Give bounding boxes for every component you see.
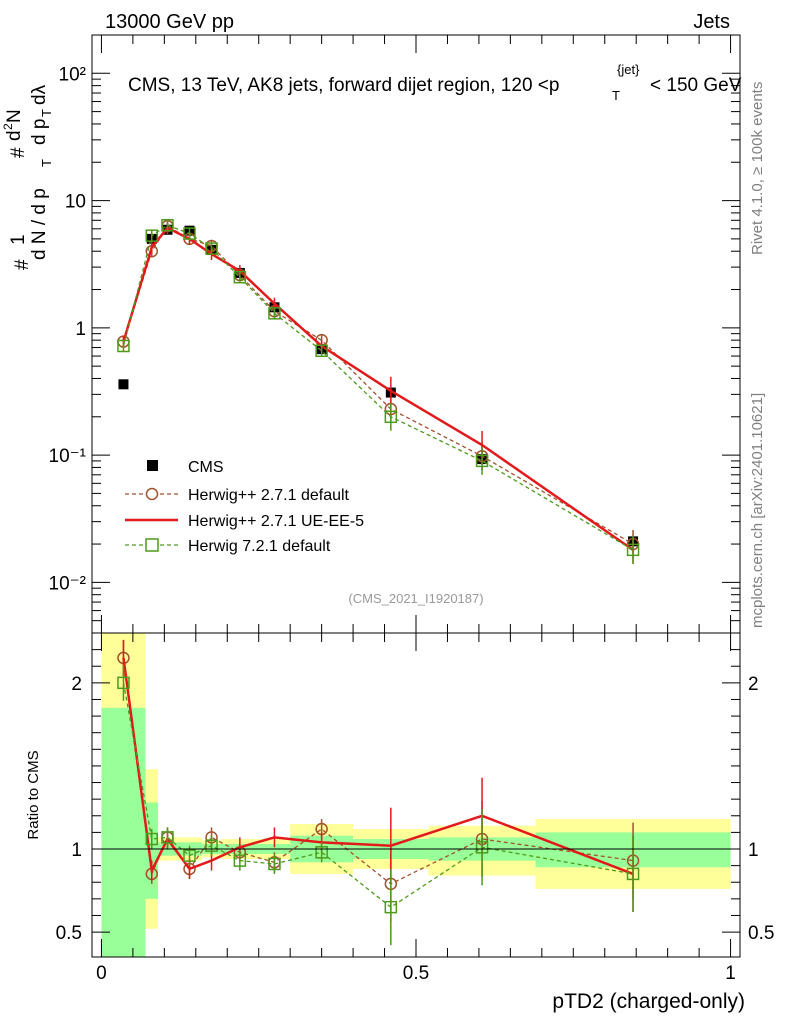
square-marker — [626, 543, 640, 557]
stat-uncertainty-band — [101, 707, 146, 957]
ylabel-num-sup: 2 — [1, 123, 15, 130]
ratio-square-marker — [315, 846, 328, 859]
plot-title: CMS, 13 TeV, AK8 jets, forward dijet reg… — [128, 75, 559, 96]
ratio-series-layer — [117, 639, 640, 946]
legend-circle — [145, 487, 159, 501]
ratio-square-marker — [117, 676, 130, 690]
square-marker — [233, 270, 247, 284]
main-axes: 10² 10 1 10⁻¹ 10⁻² — [49, 34, 741, 634]
ratio-square-marker — [626, 867, 640, 881]
ylabel-hash-1: # — [12, 259, 33, 270]
ratio-frame — [91, 632, 741, 958]
main-y-label: # 1 d N / d p T # d 2 N d p T dλ — [1, 84, 54, 270]
ylabel-num-n: N — [4, 109, 25, 123]
ratio-axes: 2 2 1 1 0.5 0.5 0 0.5 1 — [56, 632, 774, 984]
cms-data-point — [118, 379, 129, 390]
plot-title-sup: {jet} — [617, 62, 640, 77]
plot-title-sub: T — [612, 88, 620, 103]
mcplots-label: mcplots.cern.ch [arXiv:2401.10621] — [749, 393, 766, 628]
square-marker — [315, 344, 328, 358]
ratio-square-marker — [233, 854, 247, 867]
ratio-y-label: Ratio to CMS — [25, 750, 42, 839]
square-marker — [268, 307, 281, 320]
header-right: Jets — [693, 11, 730, 33]
ratio-y-tick-label: 0.5 — [56, 923, 82, 944]
rivet-version-label: Rivet 4.1.0, ≥ 100k events — [749, 82, 766, 255]
ylabel-sub: T — [39, 159, 54, 167]
plot-title-main: CMS, 13 TeV, AK8 jets, forward dijet reg… — [128, 75, 559, 96]
x-tick-label: 0.5 — [403, 963, 429, 984]
ylabel-den-sub: T — [39, 109, 54, 117]
ylabel-num-d: d — [4, 130, 25, 141]
stat-uncertainty-band — [145, 802, 159, 899]
analysis-id: (CMS_2021_I1920187) — [348, 591, 483, 606]
y-tick-label: 10² — [59, 64, 86, 85]
ratio-y-tick-label: 1 — [71, 840, 82, 861]
ratio-square-marker — [475, 841, 489, 854]
ylabel-hash-2: # — [8, 147, 29, 158]
square-marker — [145, 229, 159, 242]
y-tick-label: 10 — [65, 192, 86, 213]
ylabel-den: d N / d p — [29, 188, 50, 260]
legend-square — [145, 538, 159, 552]
square-marker — [161, 218, 174, 232]
legend-label: CMS — [188, 459, 224, 476]
legend: CMS Herwig++ 2.7.1 default Herwig++ 2.7.1 … — [125, 459, 364, 555]
legend-marker-cms — [147, 460, 158, 471]
y-tick-label: 10⁻² — [49, 573, 87, 594]
ratio-y-tick-label-right: 1 — [748, 840, 759, 861]
legend-label: Herwig++ 2.7.1 UE-EE-5 — [188, 513, 364, 530]
legend-label: Herwig++ 2.7.1 default — [188, 487, 350, 504]
x-tick-label: 1 — [725, 963, 736, 984]
square-marker — [117, 339, 130, 353]
ylabel-one: 1 — [8, 234, 29, 245]
ratio-square-marker — [145, 832, 159, 846]
square-marker — [475, 454, 489, 468]
square-marker — [205, 242, 218, 255]
x-tick-label: 0 — [96, 963, 107, 984]
ratio-square-marker — [384, 900, 398, 914]
square-marker — [384, 410, 398, 424]
header-left: 13000 GeV pp — [105, 11, 234, 33]
ratio-square-marker — [183, 849, 196, 862]
ratio-square-marker — [161, 831, 174, 844]
ratio-y-tick-label: 2 — [71, 674, 82, 695]
y-tick-label: 1 — [75, 319, 86, 340]
ratio-y-tick-label-right: 2 — [748, 674, 759, 695]
plot-title-tail: < 150 GeV — [650, 75, 742, 96]
ratio-y-tick-label-right: 0.5 — [748, 923, 774, 944]
ratio-square-marker — [205, 839, 218, 852]
ylabel-den-dp: d p — [29, 119, 50, 145]
x-axis-label: pTD2 (charged-only) — [552, 990, 745, 1013]
square-marker — [183, 227, 196, 240]
ylabel-den-dlambda: dλ — [29, 84, 50, 105]
main-series-layer — [117, 218, 640, 564]
ratio-panel — [101, 633, 731, 957]
legend-label: Herwig 7.2.1 default — [188, 538, 331, 555]
y-tick-label: 10⁻¹ — [49, 446, 87, 467]
ratio-square-marker — [268, 857, 281, 871]
